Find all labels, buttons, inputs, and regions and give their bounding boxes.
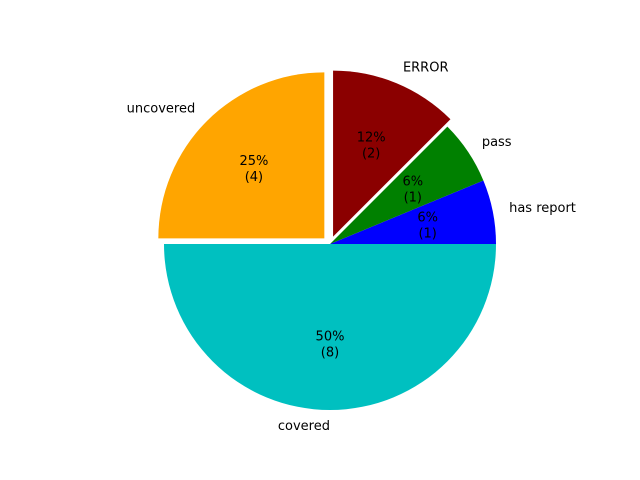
slice-label-uncovered: uncovered [127,102,196,117]
pie-slice-uncovered [158,72,325,239]
slice-percent-label-pass: 6% (1) [403,175,424,206]
slice-label-error: ERROR [403,60,449,75]
pie-slices [158,70,496,410]
slice-percent-label-error: 12% (2) [357,131,386,162]
slice-percent-label-uncovered: 25% (4) [239,154,268,185]
slice-percent-label-covered: 50% (8) [316,330,345,361]
pie-slice-covered [164,244,496,410]
slice-percent-label-has-report: 6% (1) [417,211,438,242]
pie-slice-error [333,70,451,237]
slice-label-pass: pass [482,135,512,150]
pie-slice-has-report [330,180,496,244]
pie-labels: has report 6% (1) pass 6% (1) ERROR 12% (2) uncov… [127,60,576,434]
pie-slice-pass [330,126,484,244]
slice-label-covered: covered [278,419,330,434]
slice-label-has-report: has report [509,201,576,216]
